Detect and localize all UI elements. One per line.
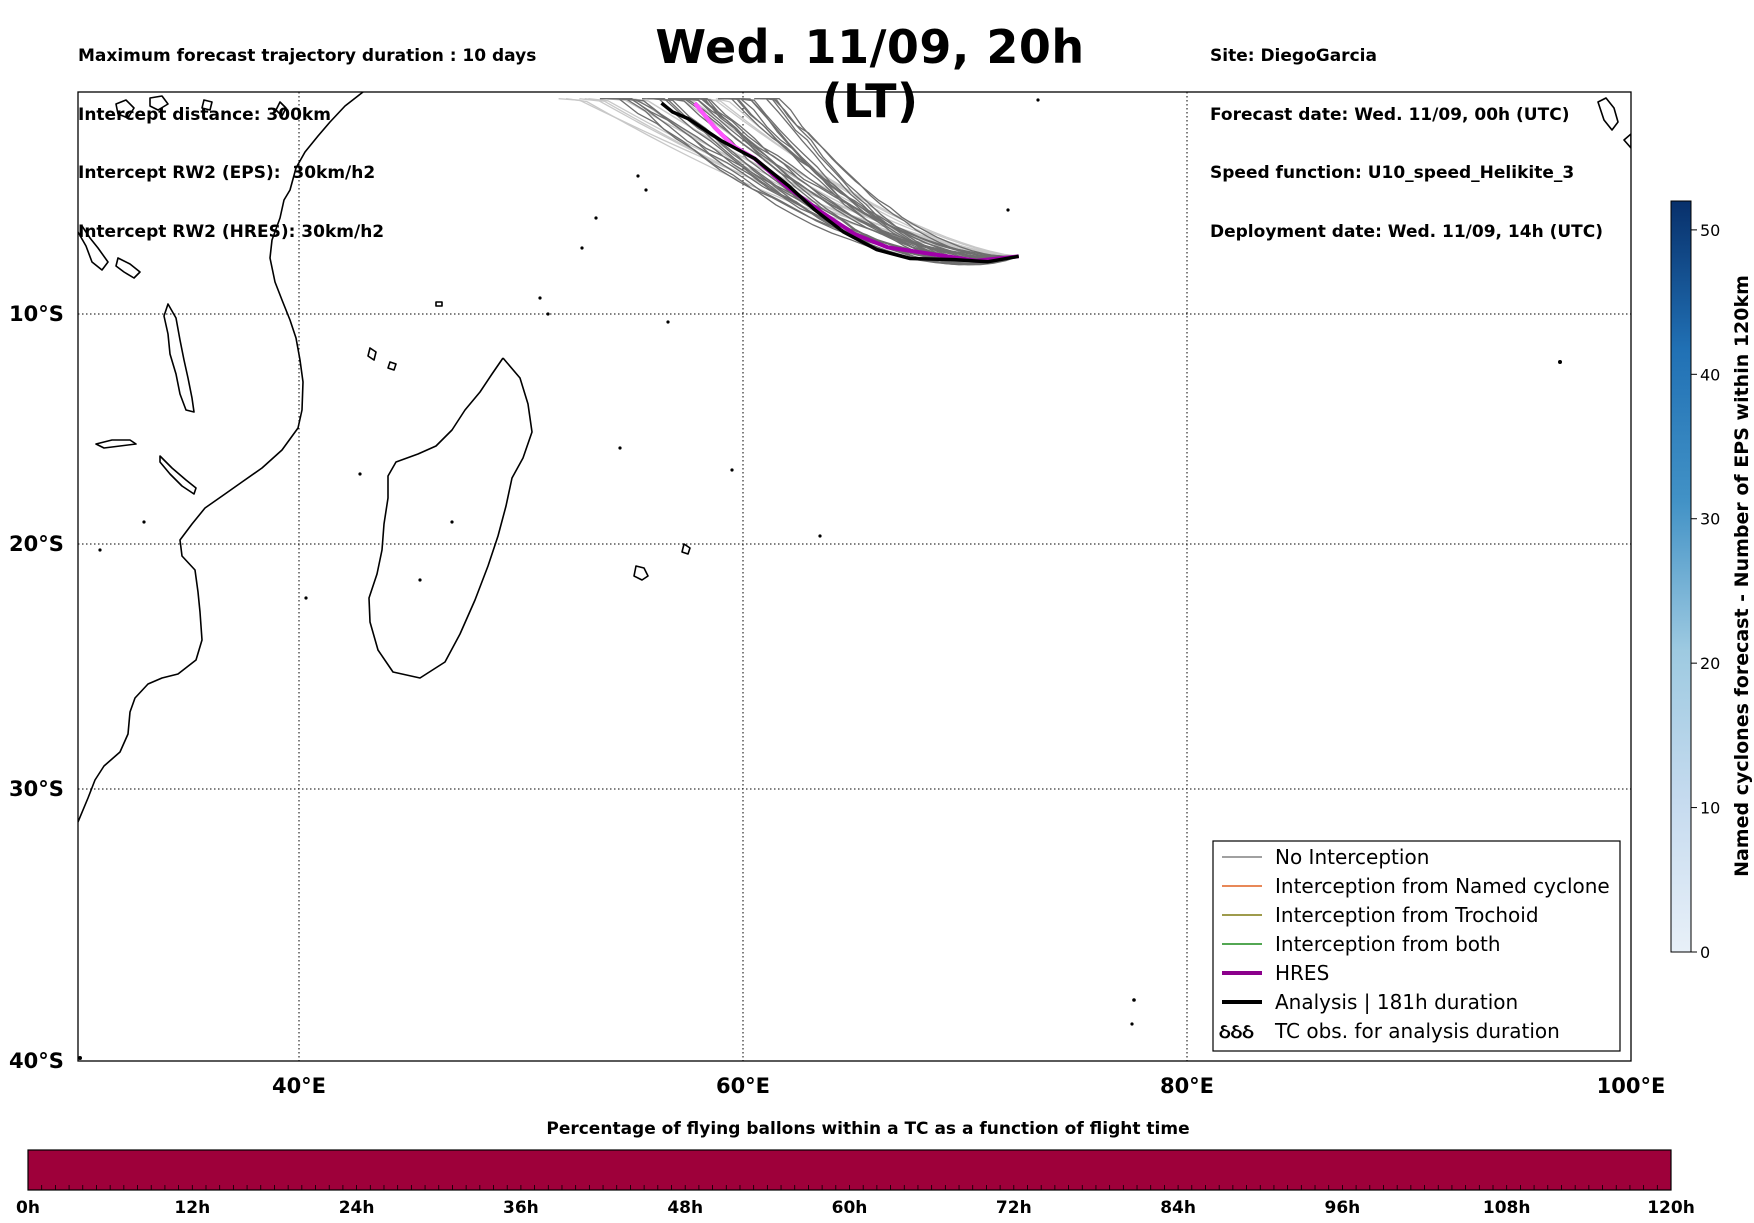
ensemble-trajectory — [588, 98, 1019, 257]
x-tick-label: 40°E — [272, 1074, 326, 1098]
colorbar-bottom-tick-label: 36h — [503, 1198, 539, 1218]
small-islands — [78, 98, 1562, 1060]
legend-label: Interception from Named cyclone — [1275, 874, 1610, 898]
ensemble-trajectory — [722, 98, 1019, 259]
colorbar-right-tick-label: 10 — [1700, 799, 1720, 818]
legend-tc-icon: ઠઠઠ — [1219, 1019, 1254, 1043]
ensemble-trajectories — [558, 98, 1019, 266]
colorbar-right-tick-label: 40 — [1700, 365, 1720, 384]
legend-box — [1212, 840, 1621, 1052]
map-frame — [77, 91, 1632, 1062]
colorbar-bottom-bar — [27, 1149, 1672, 1191]
y-tick-label: 20°S — [9, 532, 64, 556]
map-title: Wed. 11/09, 20h (LT) — [655, 20, 1085, 128]
bottom-colorbar: Percentage of flying ballons within a TC… — [16, 1119, 1695, 1218]
header-left-line: Intercept RW2 (EPS): 30km/h2 — [78, 163, 376, 183]
legend-label: HRES — [1275, 961, 1329, 985]
colorbar-right-tick-label: 20 — [1700, 654, 1720, 673]
header-right-line: Speed function: U10_speed_Helikite_3 — [1210, 163, 1575, 183]
ensemble-trajectory — [647, 98, 1019, 261]
coastlines — [78, 92, 1631, 823]
colorbar-bottom-tick-label: 84h — [1160, 1198, 1196, 1218]
colorbar-right-gradient — [1670, 200, 1692, 953]
colorbar-right-tick-label: 30 — [1700, 510, 1720, 529]
ensemble-trajectory — [606, 98, 1019, 257]
header-right-line: Forecast date: Wed. 11/09, 00h (UTC) — [1210, 104, 1570, 125]
x-tick-label: 80°E — [1160, 1074, 1214, 1098]
legend-label: Interception from Trochoid — [1275, 903, 1539, 927]
right-colorbar: 0 10 20 30 40 50 Named cyclones forecast - Nu… — [1670, 200, 1753, 962]
legend-label: Analysis | 181h duration — [1275, 990, 1518, 1014]
ensemble-trajectory — [607, 98, 1019, 263]
header-right-line: Deployment date: Wed. 11/09, 14h (UTC) — [1210, 221, 1604, 242]
colorbar-bottom-tick-label: 108h — [1483, 1198, 1531, 1218]
colorbar-bottom-tick-label: 24h — [339, 1198, 375, 1218]
header-right-info: Site: DiegoGarcia Forecast date: Wed. 11… — [1210, 8, 1603, 262]
header-right-line: Site: DiegoGarcia — [1210, 46, 1377, 66]
colorbar-bottom-tick-label: 72h — [996, 1198, 1032, 1218]
colorbar-bottom-tick-label: 120h — [1647, 1198, 1695, 1218]
x-tick-label: 60°E — [716, 1074, 770, 1098]
ensemble-trajectory — [692, 98, 1019, 266]
colorbar-bottom-tick-label: 0h — [16, 1198, 40, 1218]
header-left-line: Intercept distance: 300km — [78, 104, 331, 125]
y-axis-labels: 10°S 20°S 30°S 40°S — [9, 302, 64, 1073]
ensemble-trajectory — [761, 98, 1019, 258]
y-tick-label: 30°S — [9, 777, 64, 801]
y-tick-label: 40°S — [9, 1049, 64, 1073]
bottom-colorbar-title: Percentage of flying ballons within a TC… — [546, 1119, 1189, 1139]
x-axis-labels: 40°E 60°E 80°E 100°E — [272, 1074, 1665, 1098]
y-tick-label: 10°S — [9, 302, 64, 326]
colorbar-bottom-tick-label: 12h — [174, 1198, 210, 1218]
x-tick-label: 100°E — [1597, 1074, 1666, 1098]
legend-label: TC obs. for analysis duration — [1274, 1019, 1560, 1043]
colorbar-bottom-tick-label: 96h — [1325, 1198, 1361, 1218]
map-gridlines — [78, 92, 1631, 1061]
colorbar-right-tick-label: 0 — [1700, 943, 1710, 962]
legend: No Interception Interception from Named c… — [1212, 840, 1621, 1052]
colorbar-right-label: Named cyclones forecast - Number of EPS … — [1731, 275, 1753, 877]
legend-label: No Interception — [1275, 845, 1429, 869]
header-left-info: Maximum forecast trajectory duration : 1… — [78, 8, 536, 262]
colorbar-right-tick-label: 50 — [1700, 221, 1720, 240]
main-tracks — [660, 101, 1020, 264]
header-left-line: Maximum forecast trajectory duration : 1… — [78, 46, 537, 66]
ensemble-trajectory — [706, 98, 1019, 257]
ensemble-trajectory — [652, 98, 1019, 265]
colorbar-bottom-tick-label: 60h — [832, 1198, 868, 1218]
legend-label: Interception from both — [1275, 932, 1501, 956]
colorbar-bottom-tick-label: 48h — [667, 1198, 703, 1218]
ensemble-trajectory — [701, 98, 1019, 257]
ensemble-trajectory — [566, 98, 1019, 257]
analysis-trajectory — [660, 101, 1020, 264]
